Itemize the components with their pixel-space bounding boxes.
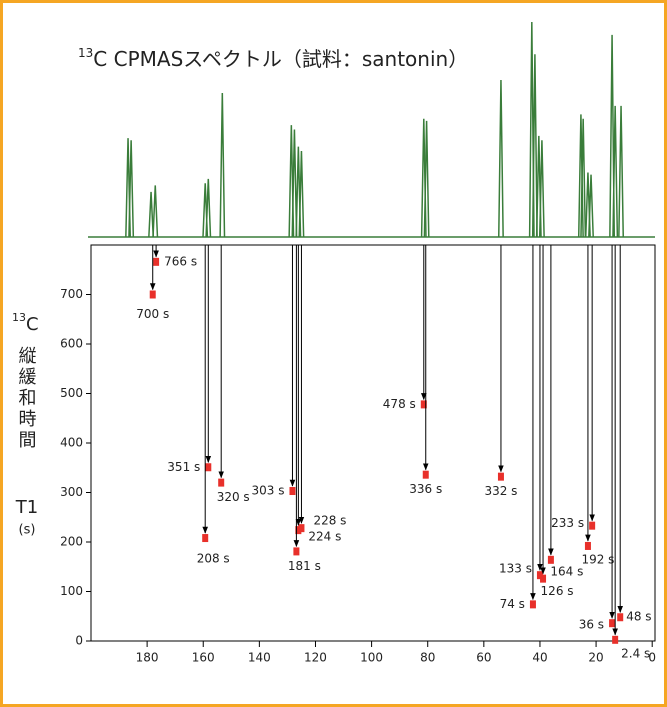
y-tick-label: 400	[60, 436, 83, 450]
value-label: 332 s	[484, 484, 517, 498]
point	[293, 547, 300, 556]
x-tick-label: 160	[192, 651, 215, 665]
spectrum-peak	[612, 105, 619, 238]
point	[202, 534, 209, 543]
x-tick-label: 60	[476, 651, 491, 665]
point	[149, 290, 156, 299]
spectrum-peak	[128, 140, 135, 238]
point	[153, 257, 160, 266]
y-tick-label: 200	[60, 535, 83, 549]
point	[584, 541, 591, 550]
y-label-name: 縦緩和時間	[16, 346, 37, 451]
x-tick-label: 140	[248, 651, 271, 665]
point	[420, 400, 427, 409]
value-label: 224 s	[308, 530, 341, 544]
spectrum-peak	[423, 120, 430, 238]
y-tick-label: 600	[60, 337, 83, 351]
x-tick-label: 0	[648, 651, 656, 665]
spectrum-peak	[538, 140, 545, 238]
y-tick-label: 700	[60, 287, 83, 301]
value-label: 192 s	[581, 552, 614, 566]
point	[589, 521, 596, 530]
point	[218, 478, 225, 487]
spectrum-peak	[498, 80, 504, 238]
value-label: 233 s	[551, 516, 584, 530]
point	[540, 574, 547, 583]
x-tick-label: 120	[304, 651, 327, 665]
point	[617, 613, 624, 622]
point	[536, 571, 543, 580]
spectrum-peak	[291, 129, 298, 238]
spectrum-peak	[152, 185, 159, 238]
spectrum-peak	[205, 178, 212, 238]
value-label: 320 s	[217, 490, 250, 504]
y-tick-label: 500	[60, 386, 83, 400]
chart-title: 13C CPMASスペクトル（試料：santonin）	[78, 46, 468, 71]
plot-frame	[90, 244, 656, 642]
value-label: 74 s	[500, 597, 525, 611]
x-tick-label: 80	[420, 651, 435, 665]
value-label: 303 s	[251, 484, 284, 498]
spectrum-peak	[580, 118, 587, 238]
value-label: 48 s	[626, 610, 651, 624]
value-label: 228 s	[313, 514, 346, 528]
spectrum-peak	[531, 54, 538, 238]
x-tick-label: 100	[360, 651, 383, 665]
point	[205, 463, 212, 472]
value-label: 36 s	[579, 618, 604, 632]
value-label: 700 s	[136, 307, 169, 321]
value-label: 133 s	[499, 562, 532, 576]
x-tick-label: 180	[136, 651, 159, 665]
value-label: 2.4 s	[621, 646, 650, 660]
point	[497, 472, 504, 481]
point	[295, 526, 302, 535]
point	[529, 600, 536, 609]
spectrum-peak	[298, 150, 305, 238]
value-label: 336 s	[409, 482, 442, 496]
spectrum-peak	[588, 174, 594, 238]
value-label: 181 s	[288, 559, 321, 573]
spectrum-peak	[618, 105, 624, 238]
x-tick-label: 20	[588, 651, 603, 665]
value-label: 164 s	[550, 564, 583, 578]
point	[298, 524, 305, 533]
spectrum-peak	[219, 92, 226, 238]
point	[547, 555, 554, 564]
value-label: 351 s	[167, 460, 200, 474]
x-tick-label: 40	[532, 651, 547, 665]
y-tick-label: 100	[60, 584, 83, 598]
value-label: 208 s	[197, 552, 230, 566]
y-tick-label: 0	[75, 634, 83, 648]
point	[422, 470, 429, 479]
value-label: 766 s	[164, 254, 197, 268]
point	[609, 619, 616, 628]
value-label: 478 s	[383, 397, 416, 411]
point	[612, 635, 619, 644]
y-label-symbol: T1	[15, 497, 38, 518]
spectrum-peak	[148, 191, 154, 238]
point	[289, 487, 296, 496]
y-tick-label: 300	[60, 485, 83, 499]
y-label-nucleus: 13C	[12, 311, 39, 335]
y-label-unit: (s)	[19, 523, 36, 538]
value-label: 126 s	[541, 584, 574, 598]
